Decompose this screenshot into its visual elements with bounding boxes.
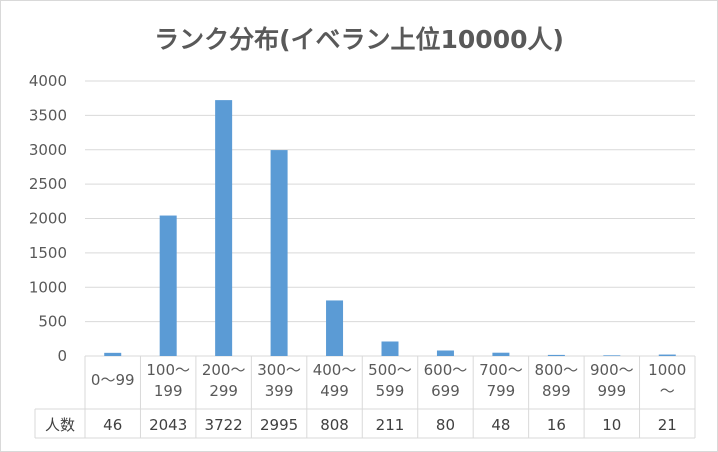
category-label: 700～ xyxy=(479,361,523,379)
category-label: 299 xyxy=(209,382,238,400)
bar xyxy=(603,355,621,356)
y-tick-label: 2500 xyxy=(29,175,67,193)
y-tick-label: 3500 xyxy=(29,106,67,124)
y-tick-label: 2000 xyxy=(29,210,67,228)
category-label: 0～99 xyxy=(91,371,135,389)
y-axis-tick-labels: 0 500 1000 1500 2000 2500 3000 3500 4000 xyxy=(29,72,67,365)
y-tick-label: 500 xyxy=(38,313,67,331)
category-label: 800～ xyxy=(535,361,579,379)
category-label: 199 xyxy=(154,382,183,400)
chart-title: ランク分布(イベラン上位10000人) xyxy=(154,25,564,54)
category-label: 900～ xyxy=(590,361,634,379)
data-table: 0～99 100～ 199 200～ 299 300～ 399 400～ 499 500～ 599 6… xyxy=(34,356,696,439)
value-cell: 16 xyxy=(547,416,566,434)
value-cell: 2995 xyxy=(260,416,298,434)
bar xyxy=(270,150,288,356)
category-label: 799 xyxy=(487,382,516,400)
category-label: 999 xyxy=(597,382,626,400)
bar xyxy=(436,350,454,356)
category-label: ～ xyxy=(660,382,675,400)
category-label: 499 xyxy=(320,382,349,400)
y-tick-label: 1000 xyxy=(29,278,67,296)
bar xyxy=(159,215,177,356)
value-cell: 46 xyxy=(103,416,122,434)
bar xyxy=(492,352,510,356)
bar xyxy=(547,354,565,356)
value-cell: 2043 xyxy=(149,416,187,434)
category-label: 300～ xyxy=(257,361,301,379)
category-label: 200～ xyxy=(202,361,246,379)
y-tick-label: 0 xyxy=(57,347,67,365)
bar xyxy=(326,300,344,356)
value-cell: 211 xyxy=(376,416,405,434)
series-name-label: 人数 xyxy=(45,416,75,434)
value-cell: 80 xyxy=(436,416,455,434)
category-label: 699 xyxy=(431,382,460,400)
value-cell: 21 xyxy=(658,416,677,434)
gridlines xyxy=(85,80,695,357)
category-label: 399 xyxy=(265,382,294,400)
bar xyxy=(104,352,122,356)
category-label: 100～ xyxy=(146,361,190,379)
value-cell: 3722 xyxy=(205,416,243,434)
bar xyxy=(381,341,399,356)
category-label: 400～ xyxy=(313,361,357,379)
category-label: 599 xyxy=(376,382,405,400)
value-cell: 48 xyxy=(491,416,510,434)
category-label: 500～ xyxy=(368,361,412,379)
category-label: 1000 xyxy=(648,361,686,379)
bars xyxy=(104,100,676,356)
y-tick-label: 4000 xyxy=(29,72,67,90)
bar xyxy=(215,100,233,356)
value-cell: 808 xyxy=(320,416,349,434)
y-tick-label: 1500 xyxy=(29,244,67,262)
value-cell: 10 xyxy=(602,416,621,434)
category-label: 899 xyxy=(542,382,571,400)
category-label: 600～ xyxy=(424,361,468,379)
y-tick-label: 3000 xyxy=(29,141,67,159)
bar xyxy=(658,354,676,356)
